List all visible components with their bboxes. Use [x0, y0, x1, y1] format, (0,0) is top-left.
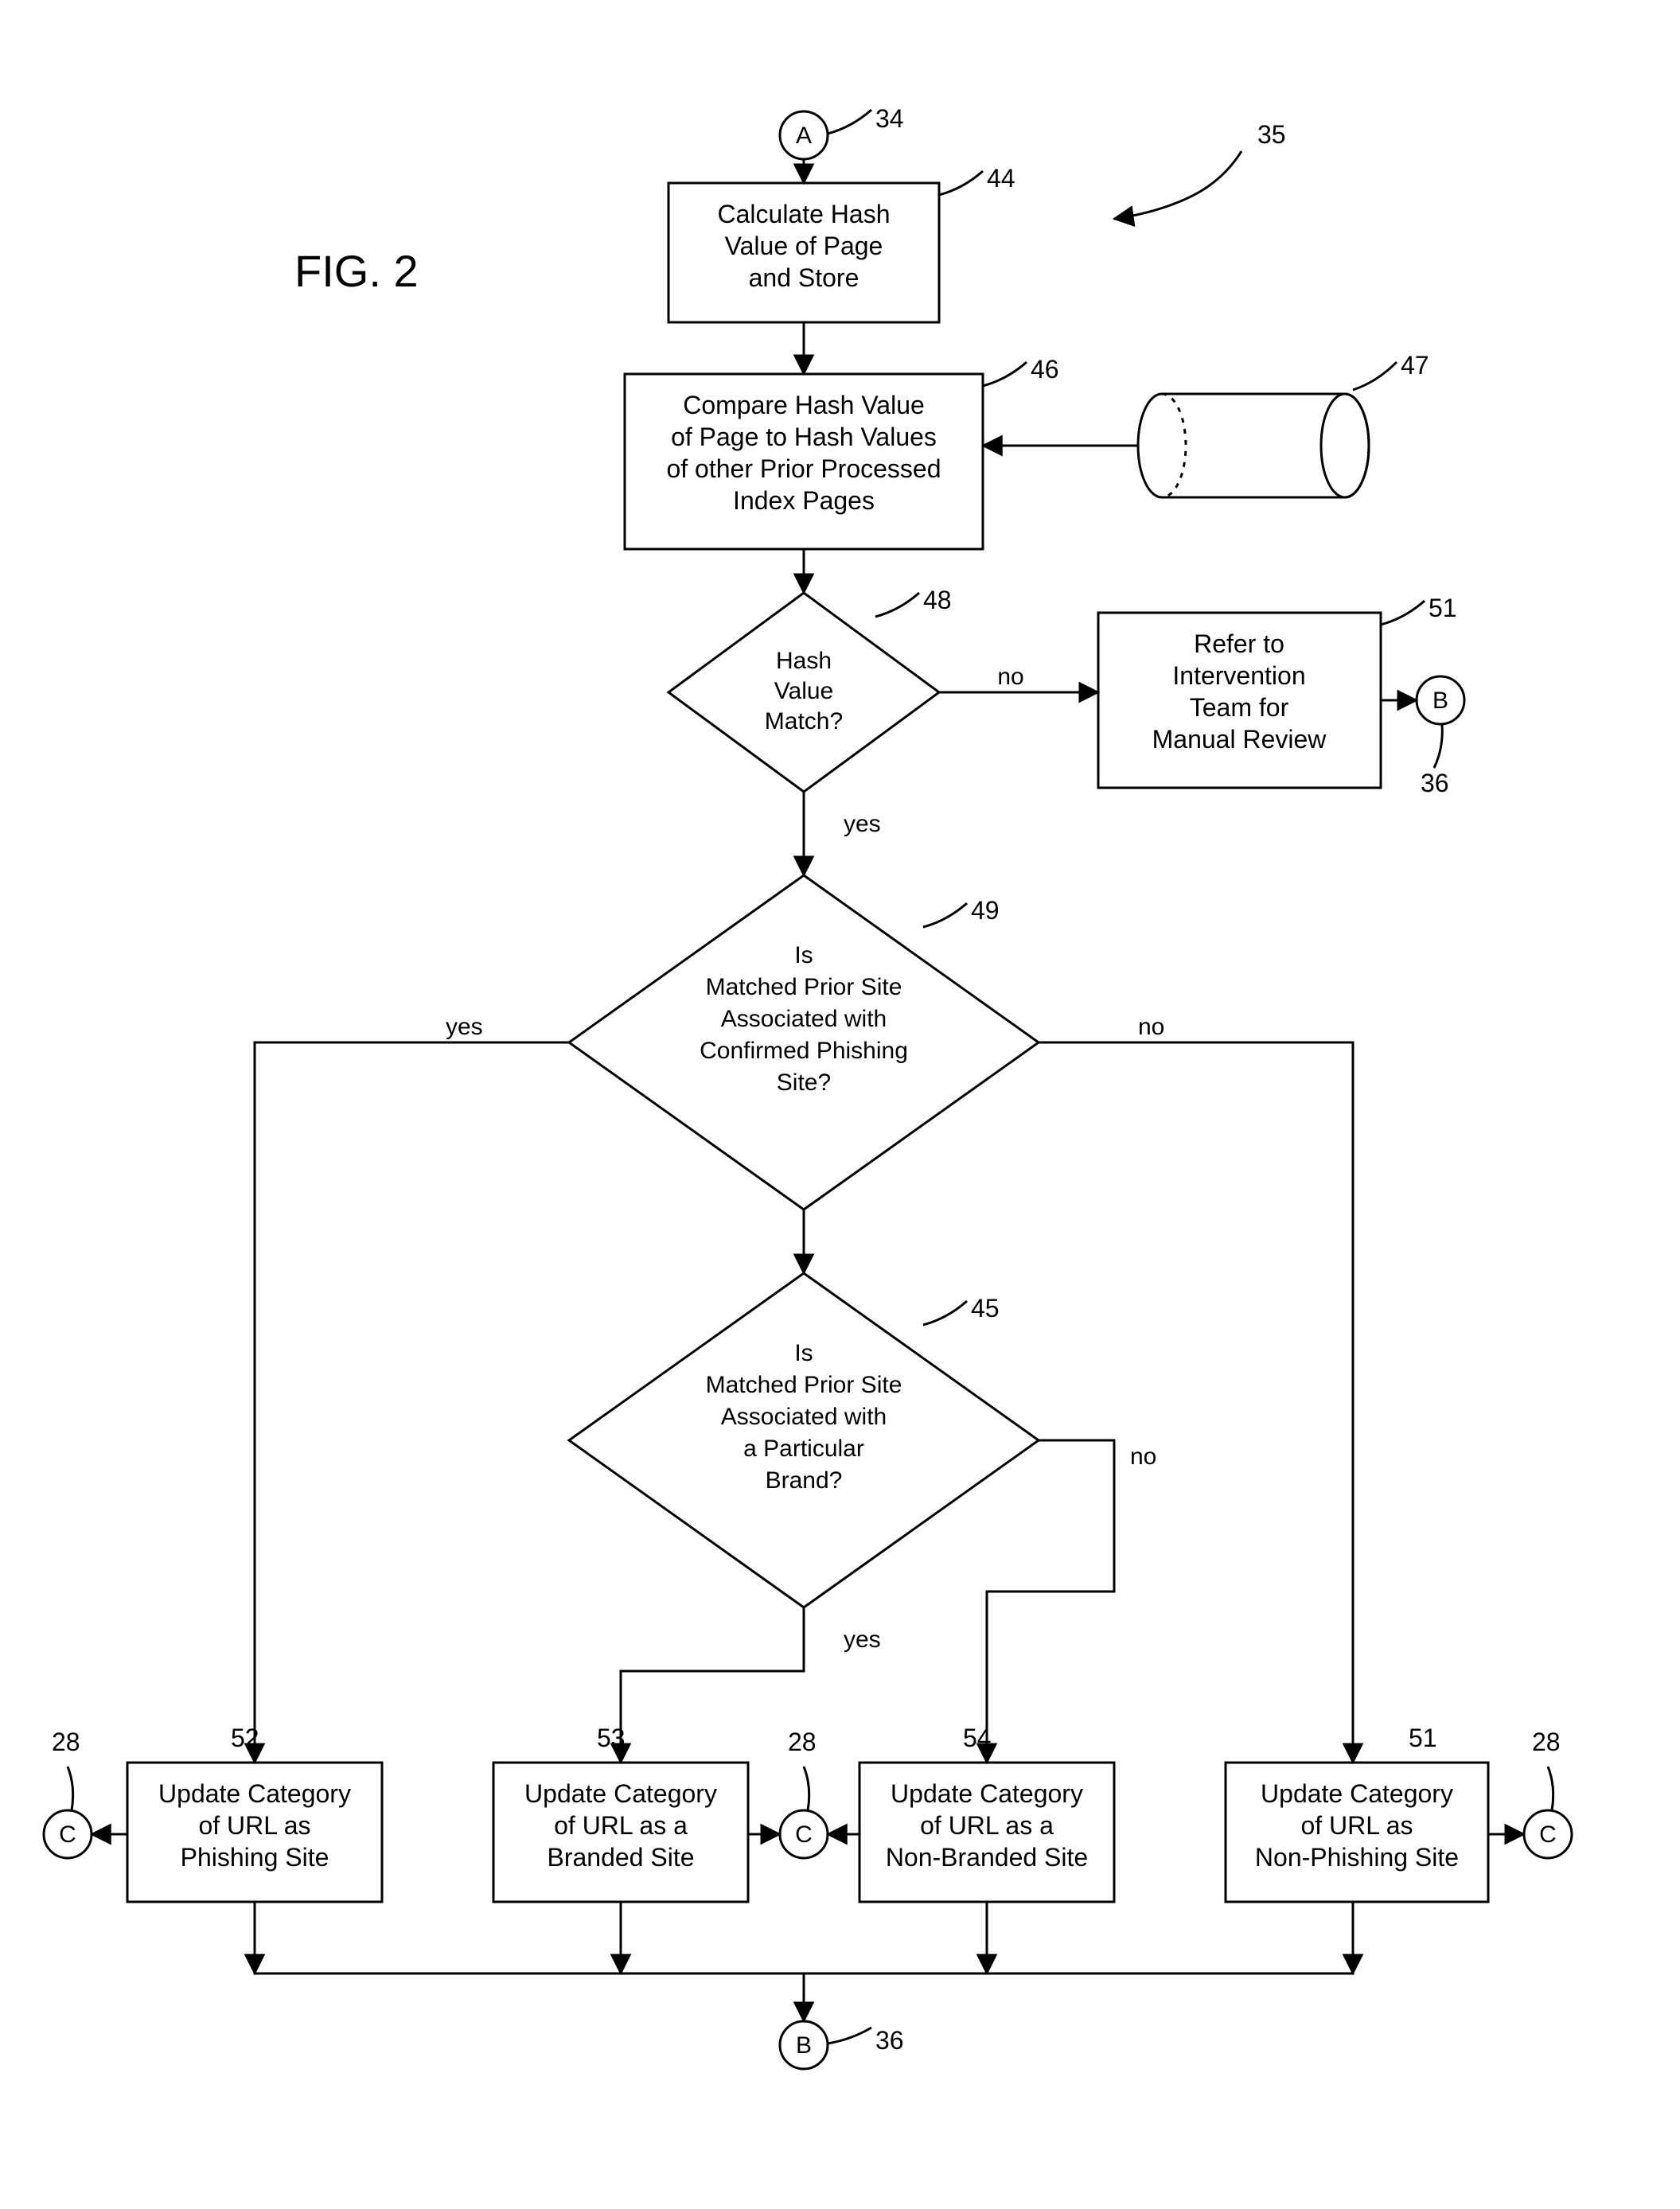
box-52: Update Category of URL as Phishing Site …	[127, 1724, 382, 1902]
cylinder-47: 47	[1138, 351, 1429, 497]
diamond-49-line4: Confirmed Phishing	[700, 1038, 908, 1064]
edge-49-no	[1039, 1042, 1353, 1763]
box-51-top-line1: Refer to	[1194, 629, 1284, 658]
box-52-label: 52	[231, 1724, 259, 1752]
box-53-line2: of URL as a	[554, 1811, 688, 1840]
connector-c-mid: C 28	[780, 1728, 828, 1858]
diamond-49-line2: Matched Prior Site	[706, 974, 902, 1000]
box-44-line3: and Store	[749, 263, 859, 292]
diamond-49-line3: Associated with	[721, 1006, 887, 1032]
connector-c-left-label: 28	[52, 1728, 80, 1756]
edge-49-yes	[255, 1042, 569, 1763]
diamond-48-line1: Hash	[776, 648, 832, 674]
box-51-bottom-line2: of URL as	[1300, 1811, 1413, 1840]
edge-48-no-label: no	[997, 664, 1023, 690]
connector-c-left: C 28	[44, 1728, 92, 1858]
box-51-top-line2: Intervention	[1172, 661, 1305, 690]
box-46: Compare Hash Value of Page to Hash Value…	[625, 355, 1059, 549]
diamond-49-line1: Is	[794, 942, 813, 968]
edge-49-yes-label: yes	[446, 1014, 483, 1040]
diamond-49: Is Matched Prior Site Associated with Co…	[569, 875, 1039, 1210]
diamond-45-line5: Brand?	[766, 1467, 843, 1494]
connector-b-bottom-label: 36	[875, 2026, 904, 2055]
box-46-label: 46	[1031, 355, 1059, 384]
connector-c-left-letter: C	[59, 1821, 76, 1848]
diamond-49-label: 49	[971, 896, 1000, 925]
connector-b-right-letter: B	[1432, 688, 1448, 714]
diamond-45-line3: Associated with	[721, 1404, 887, 1430]
box-51-bottom-line1: Update Category	[1261, 1779, 1453, 1808]
diamond-48-line3: Match?	[765, 708, 843, 734]
box-51-top-line4: Manual Review	[1152, 725, 1327, 754]
box-52-line1: Update Category	[158, 1779, 351, 1808]
box-53-line3: Branded Site	[547, 1843, 694, 1872]
figure-label: FIG. 2	[294, 246, 419, 296]
edge-45-no	[987, 1440, 1114, 1763]
box-54-line1: Update Category	[891, 1779, 1083, 1808]
edge-45-yes	[621, 1607, 804, 1763]
box-51-top-line3: Team for	[1190, 693, 1289, 722]
box-54: Update Category of URL as a Non-Branded …	[859, 1724, 1114, 1902]
edge-45-yes-label: yes	[844, 1627, 881, 1653]
edge-49-no-label: no	[1138, 1014, 1164, 1040]
box-53-label: 53	[597, 1724, 626, 1752]
connector-c-right-label: 28	[1532, 1728, 1561, 1756]
connector-b-bottom: B 36	[780, 2021, 904, 2069]
ref-35: 35	[1114, 120, 1286, 219]
connector-b-right-label: 36	[1421, 769, 1449, 797]
box-51-bottom-label: 51	[1409, 1724, 1437, 1752]
diamond-48: Hash Value Match? 48	[668, 586, 952, 792]
box-52-line3: Phishing Site	[181, 1843, 329, 1872]
diamond-45: Is Matched Prior Site Associated with a …	[569, 1273, 1039, 1607]
diamond-48-line2: Value	[774, 678, 834, 704]
connector-a-label: 34	[875, 104, 904, 133]
diamond-48-label: 48	[923, 586, 952, 614]
box-46-line2: of Page to Hash Values	[671, 423, 937, 451]
edge-45-no-label: no	[1130, 1443, 1156, 1470]
box-51-top: Refer to Intervention Team for Manual Re…	[1098, 594, 1457, 788]
diamond-45-line1: Is	[794, 1340, 813, 1366]
box-51-bottom-line3: Non-Phishing Site	[1255, 1843, 1459, 1872]
box-44: Calculate Hash Value of Page and Store 4…	[668, 164, 1015, 322]
cylinder-47-label: 47	[1401, 351, 1429, 380]
box-54-label: 54	[963, 1724, 992, 1752]
connector-b-right: B 36	[1417, 676, 1464, 797]
box-46-line3: of other Prior Processed	[666, 454, 941, 483]
box-46-line4: Index Pages	[733, 486, 875, 515]
box-44-line2: Value of Page	[725, 232, 883, 260]
connector-c-mid-label: 28	[788, 1728, 817, 1756]
connector-a: A 34	[780, 104, 904, 159]
diamond-45-label: 45	[971, 1294, 1000, 1323]
edge-48-yes-label: yes	[844, 811, 881, 837]
box-53: Update Category of URL as a Branded Site…	[493, 1724, 748, 1902]
box-44-label: 44	[987, 164, 1015, 193]
edge-merge-horizontal	[255, 1902, 1353, 1973]
connector-a-letter: A	[796, 123, 812, 149]
diamond-45-line2: Matched Prior Site	[706, 1372, 902, 1398]
box-54-line2: of URL as a	[920, 1811, 1054, 1840]
ref-35-label: 35	[1257, 120, 1286, 149]
connector-c-mid-letter: C	[795, 1821, 813, 1848]
connector-c-right: C 28	[1524, 1728, 1572, 1858]
box-51-top-label: 51	[1429, 594, 1457, 622]
diamond-49-line5: Site?	[777, 1069, 831, 1096]
box-44-line1: Calculate Hash	[718, 200, 891, 228]
connector-c-right-letter: C	[1539, 1821, 1557, 1848]
box-52-line2: of URL as	[198, 1811, 310, 1840]
connector-b-bottom-letter: B	[796, 2032, 812, 2059]
diamond-45-line4: a Particular	[743, 1436, 864, 1462]
box-46-line1: Compare Hash Value	[683, 391, 925, 419]
box-51-bottom: Update Category of URL as Non-Phishing S…	[1226, 1724, 1488, 1902]
box-54-line3: Non-Branded Site	[886, 1843, 1088, 1872]
box-53-line1: Update Category	[524, 1779, 717, 1808]
